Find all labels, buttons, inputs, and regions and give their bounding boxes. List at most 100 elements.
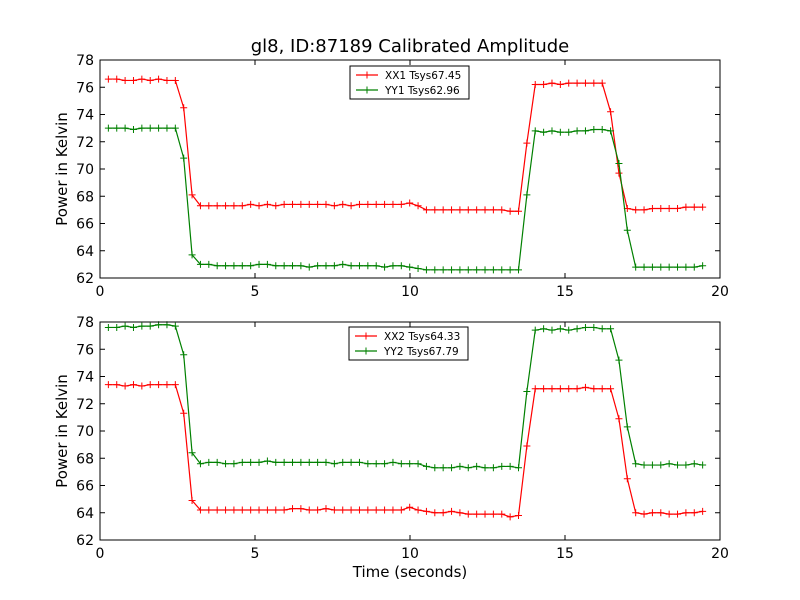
- bottom-series-2-point: [263, 457, 271, 465]
- top-series-2-point: [540, 128, 548, 136]
- top-series-2-point: [364, 262, 372, 270]
- top-series-1-point: [389, 200, 397, 208]
- top-series-2-point: [648, 263, 656, 271]
- top-series-1-point: [347, 202, 355, 210]
- top-series-1-point: [657, 205, 665, 213]
- top-series-1-point: [640, 206, 648, 214]
- bottom-series-1-point: [556, 385, 564, 393]
- bottom-x-tick-label: 5: [251, 546, 260, 562]
- bottom-series-2-point: [381, 460, 389, 468]
- top-series-1-markers: [104, 75, 707, 215]
- top-series-1-point: [146, 76, 154, 84]
- top-series-2-point: [573, 127, 581, 135]
- bottom-y-tick-label: 76: [76, 342, 94, 358]
- bottom-series-1-point: [548, 385, 556, 393]
- top-series-2-point: [146, 124, 154, 132]
- bottom-y-axis-label: Power in Kelvin: [53, 374, 71, 488]
- bottom-series-1-point: [381, 506, 389, 514]
- bottom-series-2-point: [632, 460, 640, 468]
- top-series-1-point: [682, 203, 690, 211]
- bottom-series-2-point: [113, 323, 121, 331]
- top-series-1-point: [431, 206, 439, 214]
- bottom-series-1-point: [573, 385, 581, 393]
- bottom-series-1-point: [665, 510, 673, 518]
- bottom-legend: XX2 Tsys64.33 YY2 Tsys67.79: [348, 326, 469, 361]
- bottom-series-2-point: [222, 460, 230, 468]
- bottom-series-2-point: [138, 322, 146, 330]
- top-series-1-point: [205, 202, 213, 210]
- bottom-series-2-point: [406, 460, 414, 468]
- bottom-y-tick-label: 68: [76, 451, 94, 467]
- top-series-1-point: [138, 75, 146, 83]
- top-series-2-point: [498, 266, 506, 274]
- bottom-series-2-point: [314, 458, 322, 466]
- bottom-series-1-point: [690, 509, 698, 517]
- bottom-series-1-point: [422, 507, 430, 515]
- top-series-1-point: [196, 202, 204, 210]
- bottom-series-1-point: [129, 381, 137, 389]
- top-series-1-point: [548, 79, 556, 87]
- top-series-1-point: [230, 202, 238, 210]
- bottom-series-2-point: [129, 323, 137, 331]
- top-series-2-point: [272, 262, 280, 270]
- top-series-1-point: [355, 200, 363, 208]
- top-series-2-point: [372, 262, 380, 270]
- top-series-1-point: [305, 200, 313, 208]
- top-series-2-markers: [104, 124, 707, 274]
- bottom-series-1-point: [439, 509, 447, 517]
- top-series-1-point: [121, 76, 129, 84]
- bottom-series-2-point: [456, 462, 464, 470]
- top-series-2-point: [314, 262, 322, 270]
- top-series-2-point: [339, 260, 347, 268]
- top-series-1-point: [523, 139, 531, 147]
- bottom-series-1-point: [305, 506, 313, 514]
- top-y-axis-label: Power in Kelvin: [53, 112, 71, 226]
- top-series-2-point: [297, 262, 305, 270]
- bottom-series-1-point: [506, 513, 514, 521]
- bottom-legend-marker: [362, 347, 370, 355]
- top-series-2-point: [607, 127, 615, 135]
- bottom-series-2-point: [531, 326, 539, 334]
- bottom-series-1-point: [607, 385, 615, 393]
- top-series-1-point: [322, 200, 330, 208]
- top-series-1-point: [247, 200, 255, 208]
- bottom-series-2-point: [699, 461, 707, 469]
- bottom-series-1-point: [674, 510, 682, 518]
- bottom-series-2-point: [615, 356, 623, 364]
- bottom-x-tick-label: 15: [556, 546, 574, 562]
- top-series-1-point: [104, 75, 112, 83]
- bottom-series-2-point: [305, 458, 313, 466]
- top-series-1-point: [289, 200, 297, 208]
- top-series-1-point: [113, 75, 121, 83]
- top-series-1-point: [414, 202, 422, 210]
- bottom-series-2-point: [213, 458, 221, 466]
- top-y-tick-label: 62: [76, 271, 94, 287]
- top-series-2-point: [355, 262, 363, 270]
- top-series-1-point: [448, 206, 456, 214]
- bottom-series-1-point: [657, 509, 665, 517]
- bottom-series-1-point: [372, 506, 380, 514]
- top-series-2-point: [138, 124, 146, 132]
- top-series-2-point: [247, 262, 255, 270]
- top-series-1-point: [263, 200, 271, 208]
- top-series-1-point: [489, 206, 497, 214]
- bottom-series-1-point: [263, 506, 271, 514]
- bottom-series-1-point: [431, 509, 439, 517]
- top-series-2-point: [104, 124, 112, 132]
- bottom-series-1-point: [171, 381, 179, 389]
- bottom-series-2-point: [448, 464, 456, 472]
- bottom-y-tick-label: 70: [76, 424, 94, 440]
- top-series-2-point: [640, 263, 648, 271]
- bottom-series-1-point: [339, 506, 347, 514]
- top-y-tick-label: 70: [76, 162, 94, 178]
- top-series-2-point: [389, 262, 397, 270]
- top-series-2-point: [155, 124, 163, 132]
- bottom-series-1-point: [615, 415, 623, 423]
- top-series-1-point: [238, 202, 246, 210]
- bottom-y-tick-label: 66: [76, 479, 94, 495]
- top-series-2-point: [238, 262, 246, 270]
- top-series-2-point: [305, 263, 313, 271]
- bottom-series-2-point: [523, 387, 531, 395]
- bottom-series-2-point: [422, 462, 430, 470]
